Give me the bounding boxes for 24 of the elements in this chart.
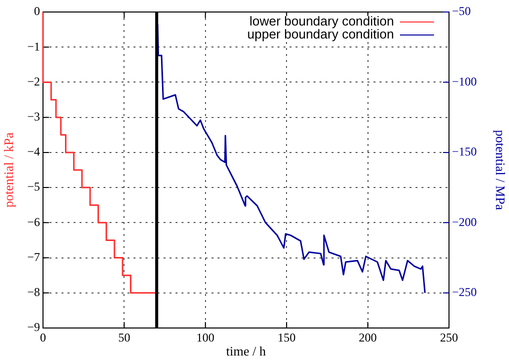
- y-tick-label: −1: [27, 39, 40, 54]
- x-axis-title: time / h: [226, 344, 266, 359]
- x-tick-label: 200: [358, 330, 377, 344]
- x-tick-label: 100: [196, 330, 214, 344]
- x-tick-label: 150: [278, 330, 296, 344]
- legend-label: lower boundary condition: [249, 14, 394, 29]
- x-tick-label: 50: [118, 330, 130, 344]
- y-tick-label: −8: [27, 285, 40, 300]
- y2-tick-label: −150: [452, 144, 477, 159]
- y2-tick-label: −250: [452, 285, 477, 300]
- y-tick-label: −3: [27, 109, 40, 124]
- y-tick-label: −7: [27, 250, 40, 264]
- y2-axis-title: potential / MPa: [492, 130, 508, 210]
- y-axis-title: potential / kPa: [1, 132, 16, 208]
- y-tick-label: −9: [27, 320, 40, 334]
- x-tick-label: 250: [440, 330, 458, 344]
- y-tick-label: 0: [34, 4, 40, 18]
- y2-tick-label: −50: [452, 4, 471, 18]
- y-tick-label: −5: [27, 180, 40, 194]
- y-tick-label: −2: [27, 74, 40, 88]
- y2-tick-label: −100: [452, 74, 477, 88]
- y2-tick-label: −200: [452, 214, 477, 229]
- y-tick-label: −4: [27, 144, 40, 159]
- y-tick-label: −6: [27, 214, 40, 229]
